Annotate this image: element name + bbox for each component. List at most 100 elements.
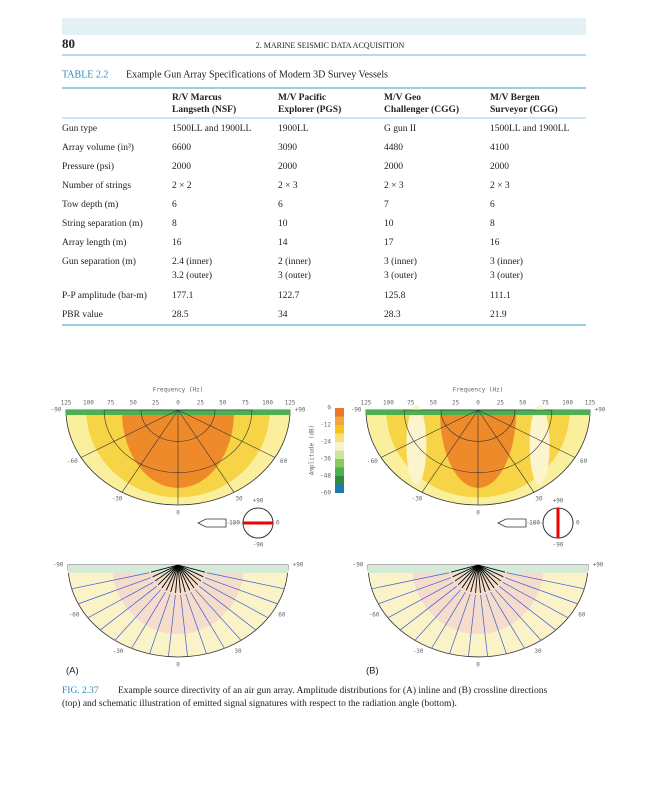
signal-ray [387, 581, 454, 619]
caption-text: (top) and schematic illustration of emit… [62, 698, 457, 709]
colorbar-tick: -24 [320, 439, 331, 446]
table-cell: 2 × 3 [490, 181, 510, 191]
caption-text: Example source directivity of an air gun… [118, 685, 547, 696]
angle-label: +90 [595, 407, 606, 414]
source-arrow [150, 564, 179, 573]
row-label: Pressure (psi) [62, 161, 114, 172]
table-cell: 2 × 3 [384, 181, 404, 191]
source-arrow [177, 564, 202, 582]
table-cell: 4480 [384, 143, 403, 153]
table-cell: 1500LL and 1900LL [172, 124, 252, 134]
angle-label: 60 [280, 458, 288, 465]
frequency-tick: 125 [285, 400, 296, 407]
signature-zone [112, 565, 244, 634]
signal-ray [114, 589, 162, 641]
table-cell: 8 [172, 219, 177, 229]
source-arrow [457, 564, 479, 586]
ship-icon [497, 518, 527, 528]
signal-ray [149, 593, 171, 654]
colorbar-tick: -48 [320, 473, 331, 480]
table-cell: 10 [384, 219, 394, 229]
grid-ray [177, 409, 235, 493]
column-header: M/V Geo [384, 93, 421, 103]
orientation-label: -90 [553, 542, 564, 549]
frequency-tick: 0 [476, 400, 480, 407]
frequency-tick: 75 [407, 400, 415, 407]
angle-label: 0 [176, 662, 180, 669]
source-arrow [477, 564, 486, 593]
table-cell: 10 [278, 219, 288, 229]
signal-ray [205, 577, 278, 605]
table-cell: 8 [490, 219, 495, 229]
signal-ray [505, 577, 578, 605]
frequency-title: Frequency (Hz) [453, 387, 504, 394]
angle-label: -30 [412, 496, 423, 503]
signal-ray [100, 585, 158, 631]
orientation-label: 180 [229, 520, 240, 527]
colorbar-cell [335, 459, 344, 468]
table-cell: 2000 [384, 162, 403, 172]
angle-label: -30 [413, 648, 424, 655]
source-arrow [454, 564, 479, 582]
angle-label: 0 [476, 662, 480, 669]
table-cell: 3 (outer) [490, 270, 523, 281]
table-cell: 6 [172, 200, 177, 210]
signal-ray [498, 585, 556, 631]
grid-ray [80, 409, 179, 458]
signal-ray [468, 594, 476, 657]
source-arrow [152, 564, 179, 578]
row-label: Gun type [62, 124, 97, 134]
frequency-tick: 100 [262, 400, 273, 407]
signature-zone [412, 565, 544, 634]
source-arrow [177, 564, 186, 593]
signal-ray [506, 572, 585, 590]
table-label: TABLE 2.2 [62, 69, 108, 80]
table-cell: 34 [278, 310, 288, 320]
row-label: Array length (m) [62, 237, 126, 248]
row-label: String separation (m) [62, 218, 143, 229]
angle-label: 0 [476, 510, 480, 517]
colorbar-cell [335, 484, 344, 493]
column-header: Challenger (CGG) [384, 104, 459, 115]
angle-label: 60 [580, 458, 588, 465]
column-header: M/V Pacific [278, 93, 326, 103]
source-arrow [175, 564, 179, 593]
angle-label: +90 [293, 562, 304, 569]
signal-ray [502, 581, 569, 619]
grid-ray [477, 409, 535, 493]
frequency-tick: 100 [83, 400, 94, 407]
colorbar-cell [335, 467, 344, 476]
frequency-tick: 50 [219, 400, 227, 407]
source-arrow [477, 564, 495, 589]
table-cell: 125.8 [384, 291, 406, 301]
source-arrow [470, 564, 479, 593]
grid-ray [380, 409, 479, 458]
grid-ray [177, 409, 276, 458]
colorbar-tick: -12 [320, 422, 331, 429]
signal-ray [202, 581, 269, 619]
table-cell: 3090 [278, 143, 297, 153]
row-label: PBR value [62, 310, 103, 320]
signal-ray [400, 585, 458, 631]
table-cell: 14 [278, 238, 288, 248]
table-cell: 28.5 [172, 310, 189, 320]
table-cell: G gun II [384, 124, 416, 134]
angle-label: -30 [112, 496, 123, 503]
source-arrow [177, 564, 206, 573]
signal-ray [480, 594, 488, 657]
table-cell: 16 [490, 238, 500, 248]
table-cell: 3 (inner) [490, 256, 523, 267]
table-cell: 6 [490, 200, 495, 210]
source-arrow [177, 564, 199, 586]
colorbar-cell [335, 476, 344, 485]
panel-label: (A) [66, 666, 79, 677]
frequency-tick: 50 [130, 400, 138, 407]
table-cell: 6600 [172, 143, 191, 153]
signal-ray [168, 594, 176, 657]
table-cell: 122.7 [278, 291, 300, 301]
source-arrow [157, 564, 179, 586]
signal-ray [131, 592, 166, 649]
table-cell: 4100 [490, 143, 509, 153]
orientation-label: -90 [253, 542, 264, 549]
angle-label: +90 [593, 562, 604, 569]
